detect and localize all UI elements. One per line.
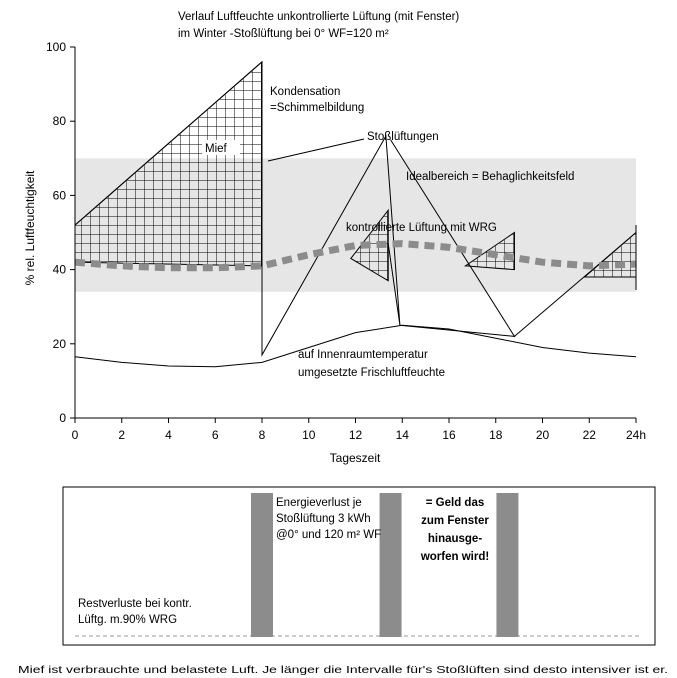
x-tick-label-2: 2 <box>118 428 125 442</box>
chart-subtitle: im Winter -Stoßlüftung bei 0° WF=120 m² <box>178 28 389 40</box>
x-tick-label-6: 6 <box>212 428 219 442</box>
chart-title: Verlauf Luftfeuchte unkontrollierte Lüft… <box>178 11 459 23</box>
frischluft-label: umgesetzte Frischluftfeuchte <box>298 367 445 379</box>
stosslueftungen-leader <box>267 138 365 162</box>
rest-label-1: Restverluste bei kontr. <box>78 598 192 610</box>
x-tick-label-12: 12 <box>349 428 363 442</box>
x-tick-label-10: 10 <box>302 428 316 442</box>
kontrolliert-label: kontrollierte Lüftung mit WRG <box>346 222 497 234</box>
bar-layer <box>251 493 519 637</box>
geld-label-3: hinausge- <box>428 533 482 545</box>
x-tick-label-8: 8 <box>259 428 266 442</box>
energy-chart: Energieverlust je Stoßlüftung 3 kWh @0° … <box>62 486 656 646</box>
geld-label-1: = Geld das <box>426 497 484 509</box>
innenraum-label: auf Innenraumtemperatur <box>298 349 428 361</box>
geld-label-2: zum Fenster <box>421 515 489 527</box>
x-tick-label-24: 24h <box>626 428 646 442</box>
mief-label: Mief <box>205 143 228 155</box>
y-tick-label-60: 60 <box>53 188 67 202</box>
x-axis-label: Tageszeit <box>330 451 381 465</box>
y-axis-label: % rel. Luftfeuchtigkeit <box>23 170 37 285</box>
energy-bar-2 <box>379 493 402 637</box>
schimmel-label: =Schimmelbildung <box>270 102 364 114</box>
x-tick-label-14: 14 <box>396 428 410 442</box>
energy-bar-3 <box>496 493 519 637</box>
energie-label-3: @0° und 120 m² WF <box>276 529 381 541</box>
x-tick-label-22: 22 <box>583 428 597 442</box>
stosslueftungen-label: Stoßlüftungen <box>367 131 439 143</box>
series-kontrolliert <box>74 240 637 272</box>
y-tick-label-100: 100 <box>46 40 66 54</box>
x-tick-label-16: 16 <box>442 428 456 442</box>
y-tick-label-40: 40 <box>53 263 67 277</box>
humidity-chart: 0 20 40 60 80 100 0 2 4 6 8 10 12 14 16 18 20 22 24h % rel… <box>23 40 646 465</box>
series-frischluftfeuchte <box>74 324 637 368</box>
x-tick-label-4: 4 <box>165 428 172 442</box>
energie-label-1: Energieverlust je <box>276 497 362 509</box>
x-tick-label-0: 0 <box>72 428 79 442</box>
y-tick-label-20: 20 <box>53 337 67 351</box>
footer-note: Mief ist verbrauchte und belastete Luft.… <box>18 664 668 676</box>
energy-bar-1 <box>251 493 273 637</box>
y-tick-label-80: 80 <box>53 114 67 128</box>
x-tick-label-20: 20 <box>536 428 550 442</box>
geld-label-4: worfen wird! <box>420 551 489 563</box>
mief-label-bg <box>202 140 240 155</box>
kondensation-label: Kondensation <box>270 86 340 98</box>
axes-layer: 0 20 40 60 80 100 0 2 4 6 8 10 12 14 16 18 20 22 24h <box>46 40 646 442</box>
y-tick-label-0: 0 <box>59 411 66 425</box>
energy-frame <box>62 486 656 646</box>
series-layer <box>74 60 637 368</box>
x-tick-label-18: 18 <box>489 428 503 442</box>
rest-label-2: Lüftg. m.90% WRG <box>78 614 177 626</box>
series-stossluftung <box>74 60 637 357</box>
energie-label-2: Stoßlüftung 3 kWh <box>276 513 371 525</box>
idealbereich-label: Idealbereich = Behaglichkeitsfeld <box>406 171 574 183</box>
